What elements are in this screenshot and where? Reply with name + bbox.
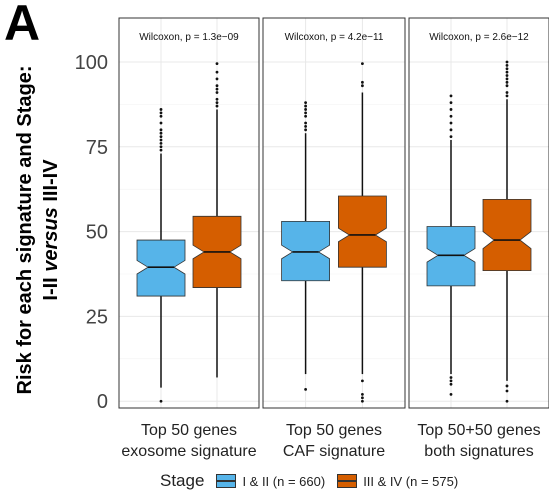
outlier-point	[505, 389, 509, 393]
outlier-point	[159, 399, 163, 403]
y-tick-label: 100	[75, 52, 108, 74]
outlier-point	[449, 128, 453, 132]
outlier-point	[159, 128, 163, 132]
outlier-point	[215, 70, 219, 74]
outlier-point	[159, 121, 163, 125]
outlier-point	[159, 111, 163, 115]
outlier-point	[215, 91, 219, 94]
outlier-point	[159, 114, 163, 118]
x-axis-label-line2: CAF signature	[283, 443, 385, 460]
outlier-point	[505, 67, 509, 71]
outlier-point	[449, 379, 453, 383]
outlier-point	[159, 141, 163, 145]
outlier-point	[215, 97, 219, 101]
outlier-point	[505, 80, 509, 84]
outlier-point	[304, 125, 307, 128]
panel-wilcoxon-label: Wilcoxon, p = 2.6e−12	[429, 32, 529, 43]
outlier-point	[449, 101, 453, 105]
outlier-point	[449, 121, 453, 125]
outlier-point	[361, 399, 364, 403]
outlier-point	[361, 396, 364, 400]
legend-item-stage-1-2: I & II (n = 660)	[216, 474, 325, 489]
outlier-point	[361, 62, 364, 66]
legend-key-stage-3-4	[337, 474, 358, 488]
y-tick-label: 75	[86, 137, 108, 159]
box-notched	[136, 239, 186, 297]
y-tick-label: 25	[86, 306, 108, 328]
outlier-point	[361, 80, 364, 84]
outlier-point	[304, 387, 307, 391]
outlier-point	[215, 101, 219, 105]
legend-title: Stage	[160, 471, 205, 490]
box-notched	[281, 221, 331, 282]
outlier-point	[215, 87, 219, 91]
y-tick-label: 0	[97, 391, 108, 413]
box-notched	[426, 226, 476, 287]
outlier-point	[304, 128, 307, 132]
outlier-point	[304, 108, 307, 111]
panel-border	[262, 17, 406, 409]
outlier-point	[159, 138, 163, 142]
outlier-point	[449, 393, 453, 396]
outlier-point	[304, 111, 307, 115]
outlier-point	[361, 84, 364, 88]
outlier-point	[449, 376, 453, 379]
panel-border	[408, 17, 549, 409]
x-axis-label-line1: Top 50+50 genes	[417, 422, 540, 439]
outlier-point	[159, 145, 163, 149]
outlier-point	[505, 70, 509, 74]
outlier-point	[505, 74, 509, 77]
panel-wilcoxon-label: Wilcoxon, p = 4.2e−11	[285, 32, 384, 43]
outlier-point	[505, 77, 509, 81]
outlier-point	[304, 114, 307, 118]
legend-label-stage-1-2: I & II (n = 660)	[242, 473, 326, 489]
outlier-point	[505, 60, 509, 64]
outlier-point	[449, 114, 453, 118]
x-axis-label-line1: Top 50 genes	[141, 422, 237, 439]
outlier-point	[505, 94, 509, 98]
outlier-point	[215, 77, 219, 81]
outlier-point	[304, 101, 307, 105]
box-notched	[337, 195, 387, 268]
outlier-point	[449, 108, 453, 111]
panel-wilcoxon-label: Wilcoxon, p = 1.3e−09	[139, 32, 239, 43]
panel-border	[118, 17, 260, 409]
legend-item-stage-3-4: III & IV (n = 575)	[337, 474, 458, 489]
outlier-point	[449, 94, 453, 98]
outlier-point	[505, 63, 509, 67]
outlier-point	[505, 91, 509, 94]
outlier-point	[505, 84, 509, 88]
outlier-point	[159, 131, 163, 135]
y-tick-label: 50	[86, 222, 108, 244]
outlier-point	[449, 135, 453, 138]
outlier-point	[304, 121, 307, 125]
outlier-point	[304, 104, 307, 108]
outlier-point	[361, 379, 364, 383]
x-axis-label-line2: both signatures	[424, 443, 533, 460]
legend-key-stage-1-2	[216, 474, 237, 488]
outlier-point	[449, 382, 453, 386]
outlier-point	[159, 108, 163, 111]
outlier-point	[159, 135, 163, 138]
outlier-point	[215, 104, 219, 108]
box-notched	[482, 198, 532, 272]
outlier-point	[361, 393, 364, 396]
outlier-point	[215, 84, 219, 88]
panel-letter: A	[4, 0, 41, 51]
legend-label-stage-3-4: III & IV (n = 575)	[363, 473, 459, 489]
outlier-point	[159, 148, 163, 152]
outlier-point	[505, 384, 509, 388]
x-axis-label-line1: Top 50 genes	[286, 422, 382, 439]
legend: Stage I & II (n = 660) III & IV (n = 575…	[160, 466, 470, 496]
outlier-point	[215, 62, 219, 66]
x-axis-label-line2: exosome signature	[121, 443, 256, 460]
outlier-point	[505, 399, 509, 403]
